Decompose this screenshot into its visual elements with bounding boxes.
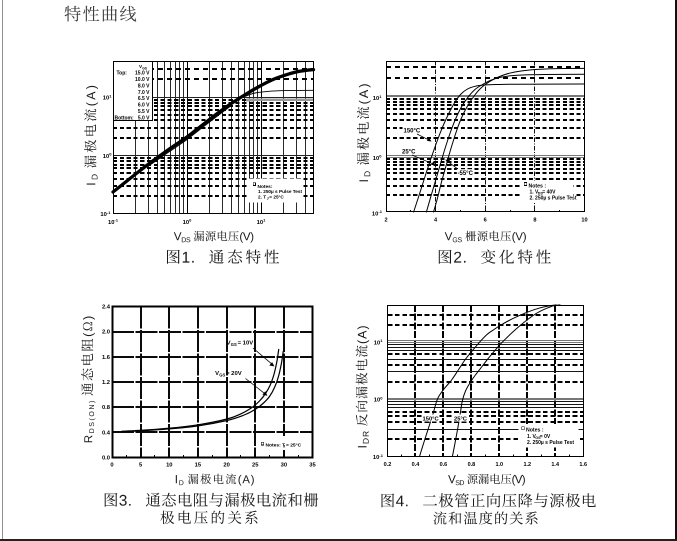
- svg-text:6.0 V: 6.0 V: [138, 103, 150, 109]
- svg-text:10: 10: [373, 455, 379, 461]
- svg-text:10: 10: [373, 96, 379, 102]
- svg-text:-55°C: -55°C: [458, 171, 474, 177]
- svg-text:10: 10: [581, 218, 587, 224]
- svg-text:0.4: 0.4: [102, 430, 111, 436]
- svg-text:30: 30: [281, 463, 287, 469]
- svg-text:25: 25: [252, 463, 259, 469]
- svg-text:5.0 V: 5.0 V: [138, 116, 150, 122]
- svg-text:0.6: 0.6: [440, 462, 448, 468]
- svg-text:= 10V: = 10V: [238, 341, 254, 347]
- svg-text:5: 5: [139, 463, 143, 469]
- svg-text:6.5 V: 6.5 V: [138, 96, 150, 102]
- svg-text:2: 2: [384, 218, 387, 224]
- svg-text:Notes :: Notes :: [526, 428, 544, 434]
- svg-text:10: 10: [103, 96, 109, 102]
- svg-text:10: 10: [373, 156, 379, 162]
- svg-text:-1: -1: [114, 218, 118, 223]
- svg-text:10: 10: [166, 463, 172, 469]
- svg-text:7.0 V: 7.0 V: [138, 90, 150, 96]
- svg-text:Bottom:: Bottom:: [115, 116, 134, 122]
- svg-text:5.5 V: 5.5 V: [138, 109, 150, 115]
- svg-text:= 25°C: = 25°C: [286, 443, 302, 449]
- svg-text:6: 6: [484, 218, 487, 224]
- svg-text:0: 0: [379, 154, 382, 159]
- svg-text:150°C: 150°C: [423, 417, 440, 423]
- svg-text:10: 10: [257, 220, 263, 226]
- svg-text:2.4: 2.4: [102, 305, 111, 311]
- svg-text:1.0: 1.0: [495, 462, 503, 468]
- svg-text:Notes :: Notes :: [529, 183, 547, 189]
- svg-text:-1: -1: [379, 453, 383, 458]
- svg-text:0: 0: [109, 152, 112, 157]
- svg-text:= 0V: = 0V: [540, 434, 551, 440]
- svg-text:0.4: 0.4: [412, 462, 421, 468]
- svg-text:1. V: 1. V: [530, 189, 540, 195]
- svg-text:2. T: 2. T: [258, 195, 266, 200]
- svg-text:8: 8: [533, 218, 536, 224]
- svg-text:8.0 V: 8.0 V: [138, 83, 150, 89]
- svg-text:0.2: 0.2: [384, 462, 392, 468]
- svg-text:10: 10: [374, 398, 380, 404]
- svg-text:-1: -1: [378, 209, 382, 214]
- svg-text:J: J: [283, 445, 285, 449]
- svg-text:GS: GS: [219, 372, 225, 377]
- svg-text:150°C: 150°C: [404, 129, 421, 135]
- svg-text:0: 0: [189, 218, 192, 223]
- svg-text:= 20V: = 20V: [226, 371, 242, 377]
- svg-text:GS: GS: [142, 66, 148, 70]
- svg-text:10: 10: [374, 340, 380, 346]
- svg-text:20: 20: [223, 463, 229, 469]
- svg-text:V: V: [139, 64, 143, 69]
- svg-text:25°C: 25°C: [454, 417, 468, 423]
- svg-text:4: 4: [434, 218, 438, 224]
- svg-text:1: 1: [380, 338, 383, 343]
- svg-text:25°C: 25°C: [402, 149, 416, 155]
- svg-text:0.8: 0.8: [468, 462, 476, 468]
- svg-text:10: 10: [103, 154, 109, 160]
- svg-text:Top:: Top:: [117, 70, 128, 76]
- svg-text:0: 0: [380, 395, 383, 400]
- svg-text:0.0: 0.0: [102, 455, 110, 461]
- svg-text:2. 250µ s Pulse Test: 2. 250µ s Pulse Test: [527, 440, 574, 446]
- svg-text:1.2: 1.2: [523, 462, 531, 468]
- svg-text:= 40V: = 40V: [542, 189, 556, 195]
- svg-text:-1: -1: [107, 210, 111, 215]
- svg-text:1. 250µ s Pulse Test: 1. 250µ s Pulse Test: [258, 189, 302, 194]
- svg-text:10: 10: [183, 220, 189, 226]
- svg-text:0.8: 0.8: [102, 405, 111, 411]
- svg-text:1: 1: [109, 93, 112, 98]
- svg-text:1: 1: [263, 218, 266, 223]
- svg-text:35: 35: [309, 463, 316, 469]
- svg-text:1.6: 1.6: [579, 462, 587, 468]
- svg-text:GS: GS: [535, 436, 541, 440]
- svg-text:= 25°C: = 25°C: [269, 195, 284, 200]
- svg-text:10: 10: [372, 211, 378, 217]
- svg-text:J: J: [267, 197, 269, 201]
- svg-text:15.0 V: 15.0 V: [135, 70, 150, 76]
- svg-text:V: V: [227, 341, 231, 347]
- svg-text:V: V: [215, 371, 219, 377]
- svg-text:1. V: 1. V: [527, 434, 537, 440]
- svg-text:2. 250µ s Pulse Test: 2. 250µ s Pulse Test: [530, 196, 577, 202]
- svg-text:1.6: 1.6: [102, 355, 111, 361]
- svg-text:0: 0: [110, 463, 113, 469]
- svg-text:1: 1: [379, 94, 382, 99]
- svg-text:10: 10: [108, 220, 114, 226]
- svg-text:Notes:: Notes:: [258, 184, 273, 190]
- svg-text:15: 15: [195, 463, 202, 469]
- svg-text:GS: GS: [231, 342, 237, 347]
- svg-text:Notes: T: Notes: T: [266, 443, 286, 449]
- svg-text:1.2: 1.2: [102, 380, 110, 386]
- svg-text:10: 10: [100, 212, 106, 218]
- svg-text:2.0: 2.0: [102, 330, 110, 336]
- svg-text:10.0 V: 10.0 V: [135, 77, 150, 83]
- svg-text:DS: DS: [538, 192, 544, 196]
- svg-text:1.4: 1.4: [551, 462, 560, 468]
